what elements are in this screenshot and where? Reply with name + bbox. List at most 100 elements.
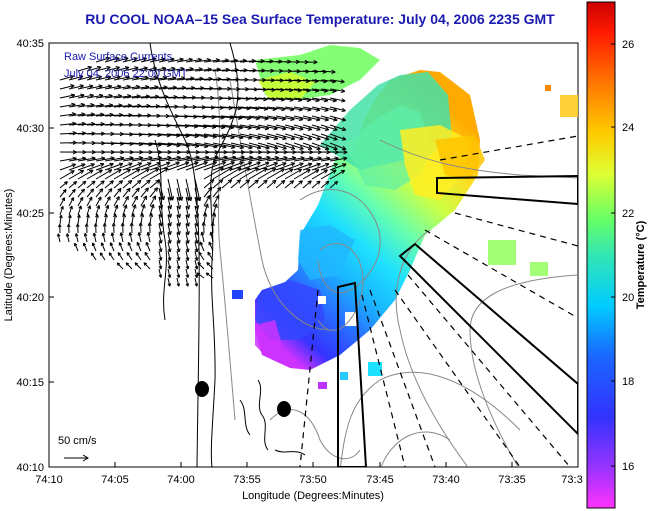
current-vector-head	[126, 187, 131, 191]
current-vector	[131, 67, 148, 72]
current-vector	[302, 180, 312, 189]
current-vector	[239, 179, 250, 189]
current-vector-head	[342, 146, 347, 150]
current-vector-head	[206, 272, 210, 275]
current-vector	[284, 124, 304, 130]
current-vector-head	[280, 89, 285, 93]
current-vector-head	[176, 205, 181, 210]
colorbar-tick: 26	[622, 39, 634, 51]
current-vector-head	[307, 119, 312, 122]
current-vector-head	[340, 90, 345, 94]
current-vector	[239, 106, 260, 110]
current-vector-head	[185, 274, 189, 279]
current-vector	[140, 156, 162, 162]
current-vector-head	[138, 180, 142, 185]
current-vector	[257, 133, 278, 140]
current-vector	[185, 250, 189, 261]
current-vector-head	[256, 137, 261, 140]
current-vector	[95, 114, 114, 117]
current-vector	[158, 232, 162, 244]
current-vector-head	[105, 56, 110, 59]
current-vector-head	[290, 119, 295, 122]
current-vector	[95, 188, 104, 198]
current-vector	[185, 77, 204, 81]
current-vector	[111, 232, 115, 243]
current-vector-head	[155, 179, 160, 182]
current-vector	[266, 133, 287, 140]
current-vector	[257, 162, 278, 171]
current-vector-head	[203, 222, 206, 226]
current-vector-head	[69, 214, 72, 219]
current-vector	[212, 78, 231, 81]
current-vector-head	[136, 179, 142, 182]
current-vector	[284, 97, 303, 101]
current-vector-head	[196, 230, 199, 236]
current-vector	[311, 124, 329, 131]
current-vector-head	[316, 126, 321, 131]
current-vector	[176, 156, 200, 162]
current-vector	[302, 169, 320, 180]
current-vector-head	[185, 283, 189, 287]
current-vector-head	[72, 163, 77, 168]
current-vector	[68, 104, 85, 108]
current-vector-head	[211, 212, 215, 217]
current-vectors	[57, 56, 348, 287]
current-vector	[320, 70, 336, 73]
current-vector	[194, 59, 211, 63]
current-vector	[176, 277, 180, 287]
current-vector-head	[158, 196, 163, 201]
current-vector	[176, 205, 181, 218]
current-vector-head	[129, 156, 134, 159]
current-vector-head	[79, 84, 84, 87]
current-vector-head	[78, 214, 81, 218]
current-vector	[185, 196, 190, 210]
current-vector-head	[138, 143, 143, 147]
current-vector	[104, 169, 122, 180]
current-vector	[194, 78, 213, 81]
current-vector-head	[176, 240, 180, 244]
current-vector	[194, 142, 218, 148]
current-vector-head	[238, 179, 242, 184]
current-vector-head	[142, 195, 147, 199]
current-vector-head	[194, 222, 198, 227]
current-vector	[86, 75, 102, 81]
current-vector	[131, 95, 150, 99]
current-vector-head	[133, 56, 138, 59]
x-tick-label: 73:35	[498, 474, 526, 486]
current-vector	[176, 77, 195, 81]
current-vector-head	[226, 77, 231, 80]
current-vector-head	[228, 107, 233, 111]
current-vector-head	[69, 74, 74, 77]
current-vector-head	[325, 145, 330, 150]
current-vector	[104, 114, 123, 117]
current-vector-head	[190, 196, 193, 201]
current-vector-head	[172, 85, 177, 88]
current-vector-head	[282, 180, 286, 185]
current-vector-head	[291, 156, 296, 159]
current-vector-head	[273, 138, 278, 141]
x-tick-label: 74:05	[101, 474, 129, 486]
current-vector	[329, 106, 346, 112]
current-vector-head	[161, 196, 164, 201]
current-vector	[275, 162, 295, 171]
current-vector	[329, 79, 345, 83]
current-vector	[194, 268, 198, 278]
current-vector	[284, 106, 303, 111]
current-vector	[206, 262, 214, 270]
current-vector-head	[263, 108, 268, 111]
current-vector	[131, 187, 140, 198]
current-vector-head	[81, 156, 87, 159]
current-vector-head	[96, 65, 102, 68]
current-vector	[95, 157, 115, 162]
current-vector	[329, 142, 347, 150]
current-vector	[257, 97, 276, 101]
current-vector-head	[146, 179, 151, 182]
current-vector	[302, 163, 321, 171]
current-vector-head	[290, 148, 295, 150]
current-vector	[230, 106, 251, 110]
current-vector-head	[176, 162, 180, 166]
current-vector-head	[266, 145, 270, 149]
current-vector-head	[179, 57, 184, 60]
current-vector-head	[113, 222, 116, 227]
current-vector	[167, 241, 171, 253]
